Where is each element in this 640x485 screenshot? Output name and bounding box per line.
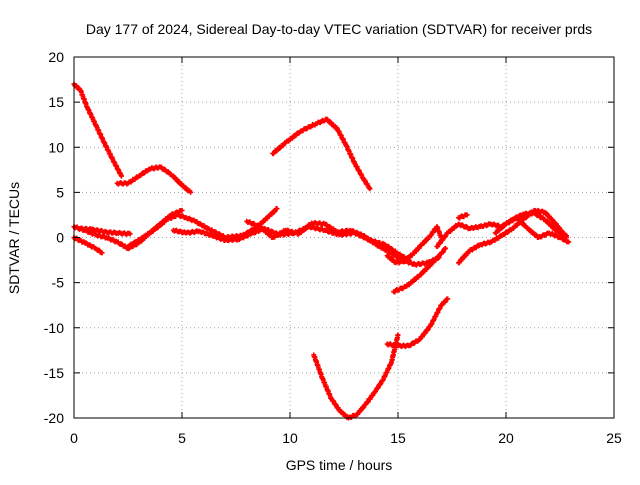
grid-lines [74,57,614,418]
axis-ticks: 0 5 10 15 20 25 -20 -15 -10 -5 0 5 10 15 20 [44,49,622,446]
y-tick-label: 15 [48,94,64,110]
y-axis-label: SDTVAR / TECUs [6,182,22,294]
data-point [566,239,572,245]
x-tick-label: 10 [282,430,298,446]
series-track-b [114,164,194,195]
series-track-q [455,212,470,221]
x-tick-label: 15 [390,430,406,446]
data-points [71,81,572,421]
y-tick-label: 10 [48,139,64,155]
data-point [179,207,185,213]
series-track-k [391,245,449,295]
series-track-l [311,332,401,421]
data-point [464,212,470,218]
data-point [274,206,280,212]
data-point [445,296,451,302]
y-tick-label: 5 [56,184,64,200]
x-tick-label: 0 [70,430,78,446]
data-point [99,250,105,256]
series-track-d [71,235,105,256]
series-track-f [75,225,133,237]
y-tick-label: -15 [44,365,64,381]
series-track-c [270,116,373,192]
data-point [406,255,412,261]
series-track-a [71,81,125,179]
series-track-m [384,296,451,350]
x-tick-label: 20 [498,430,514,446]
y-tick-label: 20 [48,49,64,65]
y-tick-label: -20 [44,410,64,426]
chart-title: Day 177 of 2024, Sidereal Day-to-day VTE… [86,21,592,37]
data-point [188,189,194,195]
data-point [119,173,125,179]
data-point [127,231,133,237]
series-track-o [455,207,569,266]
data-point [395,332,401,338]
data-point [443,245,449,251]
y-tick-label: -10 [44,320,64,336]
x-axis-label: GPS time / hours [286,457,393,473]
series-track-j [384,224,444,266]
data-point [367,186,373,192]
y-tick-label: -5 [52,275,65,291]
x-tick-label: 5 [178,430,186,446]
x-tick-label: 25 [606,430,622,446]
series-track-p [492,215,572,245]
y-tick-label: 0 [56,230,64,246]
